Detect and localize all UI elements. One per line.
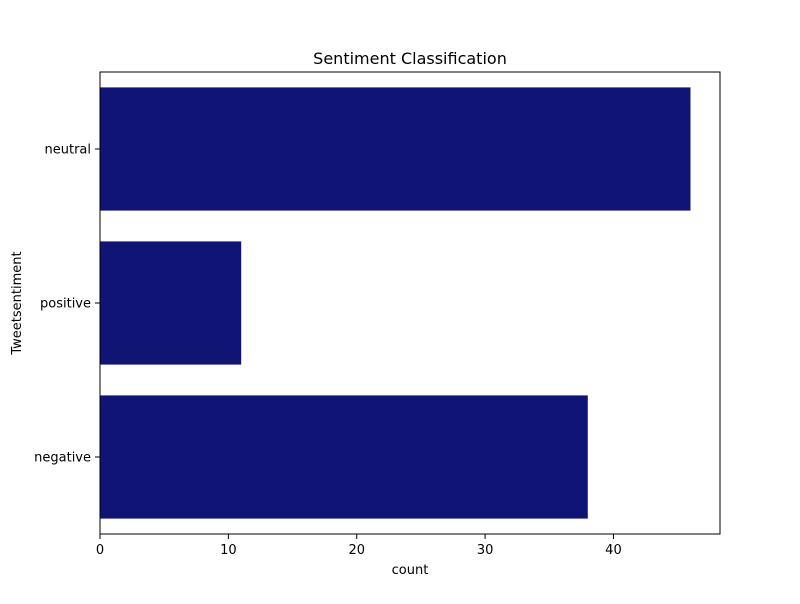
x-tick-label: 0 — [96, 543, 104, 558]
bar-negative — [100, 395, 588, 519]
bar-neutral — [100, 87, 691, 211]
bar-positive — [100, 241, 242, 365]
y-tick-label-positive: positive — [40, 297, 91, 312]
y-axis-label: Tweetsentiment — [10, 251, 25, 355]
x-tick-label: 10 — [220, 543, 237, 558]
chart-title: Sentiment Classification — [313, 49, 507, 68]
plot-frame — [99, 71, 721, 535]
x-axis-label: count — [392, 563, 429, 578]
x-tick-label: 30 — [477, 543, 494, 558]
x-tick-label: 20 — [348, 543, 365, 558]
x-tick-label: 40 — [605, 543, 622, 558]
bars-layer — [100, 87, 691, 519]
ticks-layer: neutral positive negative 0 10 20 30 40 — [34, 143, 622, 559]
y-tick-label-neutral: neutral — [45, 143, 92, 158]
y-tick-label-negative: negative — [34, 451, 91, 466]
